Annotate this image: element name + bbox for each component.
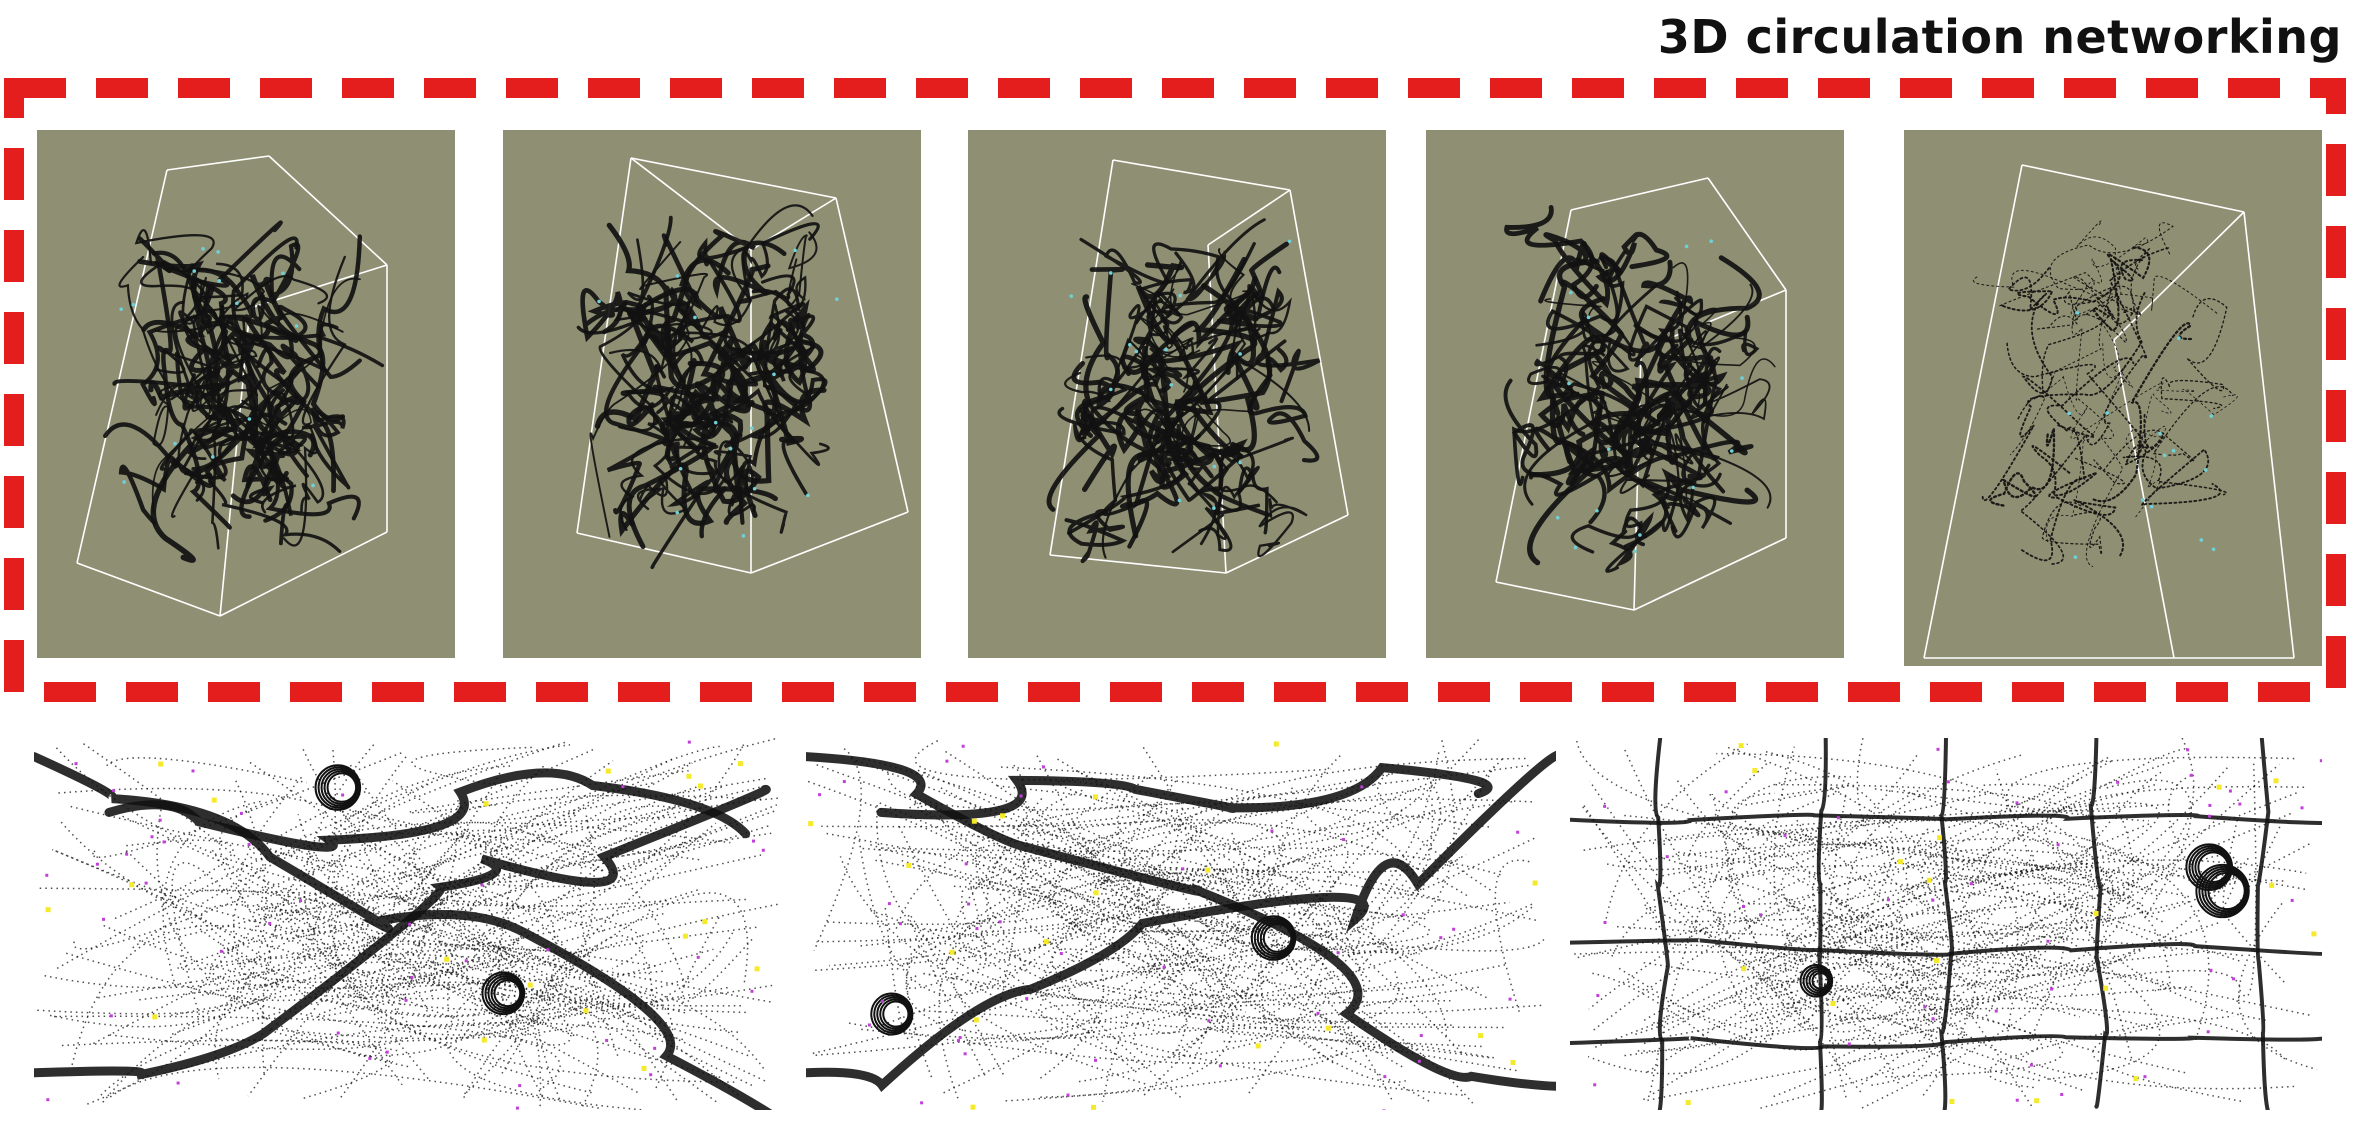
3d-view-panel-1 xyxy=(37,130,455,658)
3d-view-panel-5 xyxy=(1904,130,2322,666)
plan-trails-panel-3 xyxy=(1570,738,2322,1110)
plan-trails-1 xyxy=(34,738,781,1110)
3d-view-panel-2 xyxy=(503,130,921,658)
plan-trails-panel-2 xyxy=(806,738,1556,1110)
plan-trails-2 xyxy=(806,738,1556,1110)
figure-title: 3D circulation networking xyxy=(1657,10,2342,64)
3d-view-5 xyxy=(1923,164,2295,659)
3d-view-1 xyxy=(76,155,388,617)
3d-view-2 xyxy=(576,157,909,574)
3d-view-panel-3 xyxy=(968,130,1386,658)
3d-view-panel-4 xyxy=(1426,130,1844,658)
plan-trails-panel-1 xyxy=(34,738,784,1110)
3d-view-3 xyxy=(1046,159,1349,574)
3d-view-4 xyxy=(1495,177,1787,611)
plan-trails-3 xyxy=(1570,738,2322,1110)
